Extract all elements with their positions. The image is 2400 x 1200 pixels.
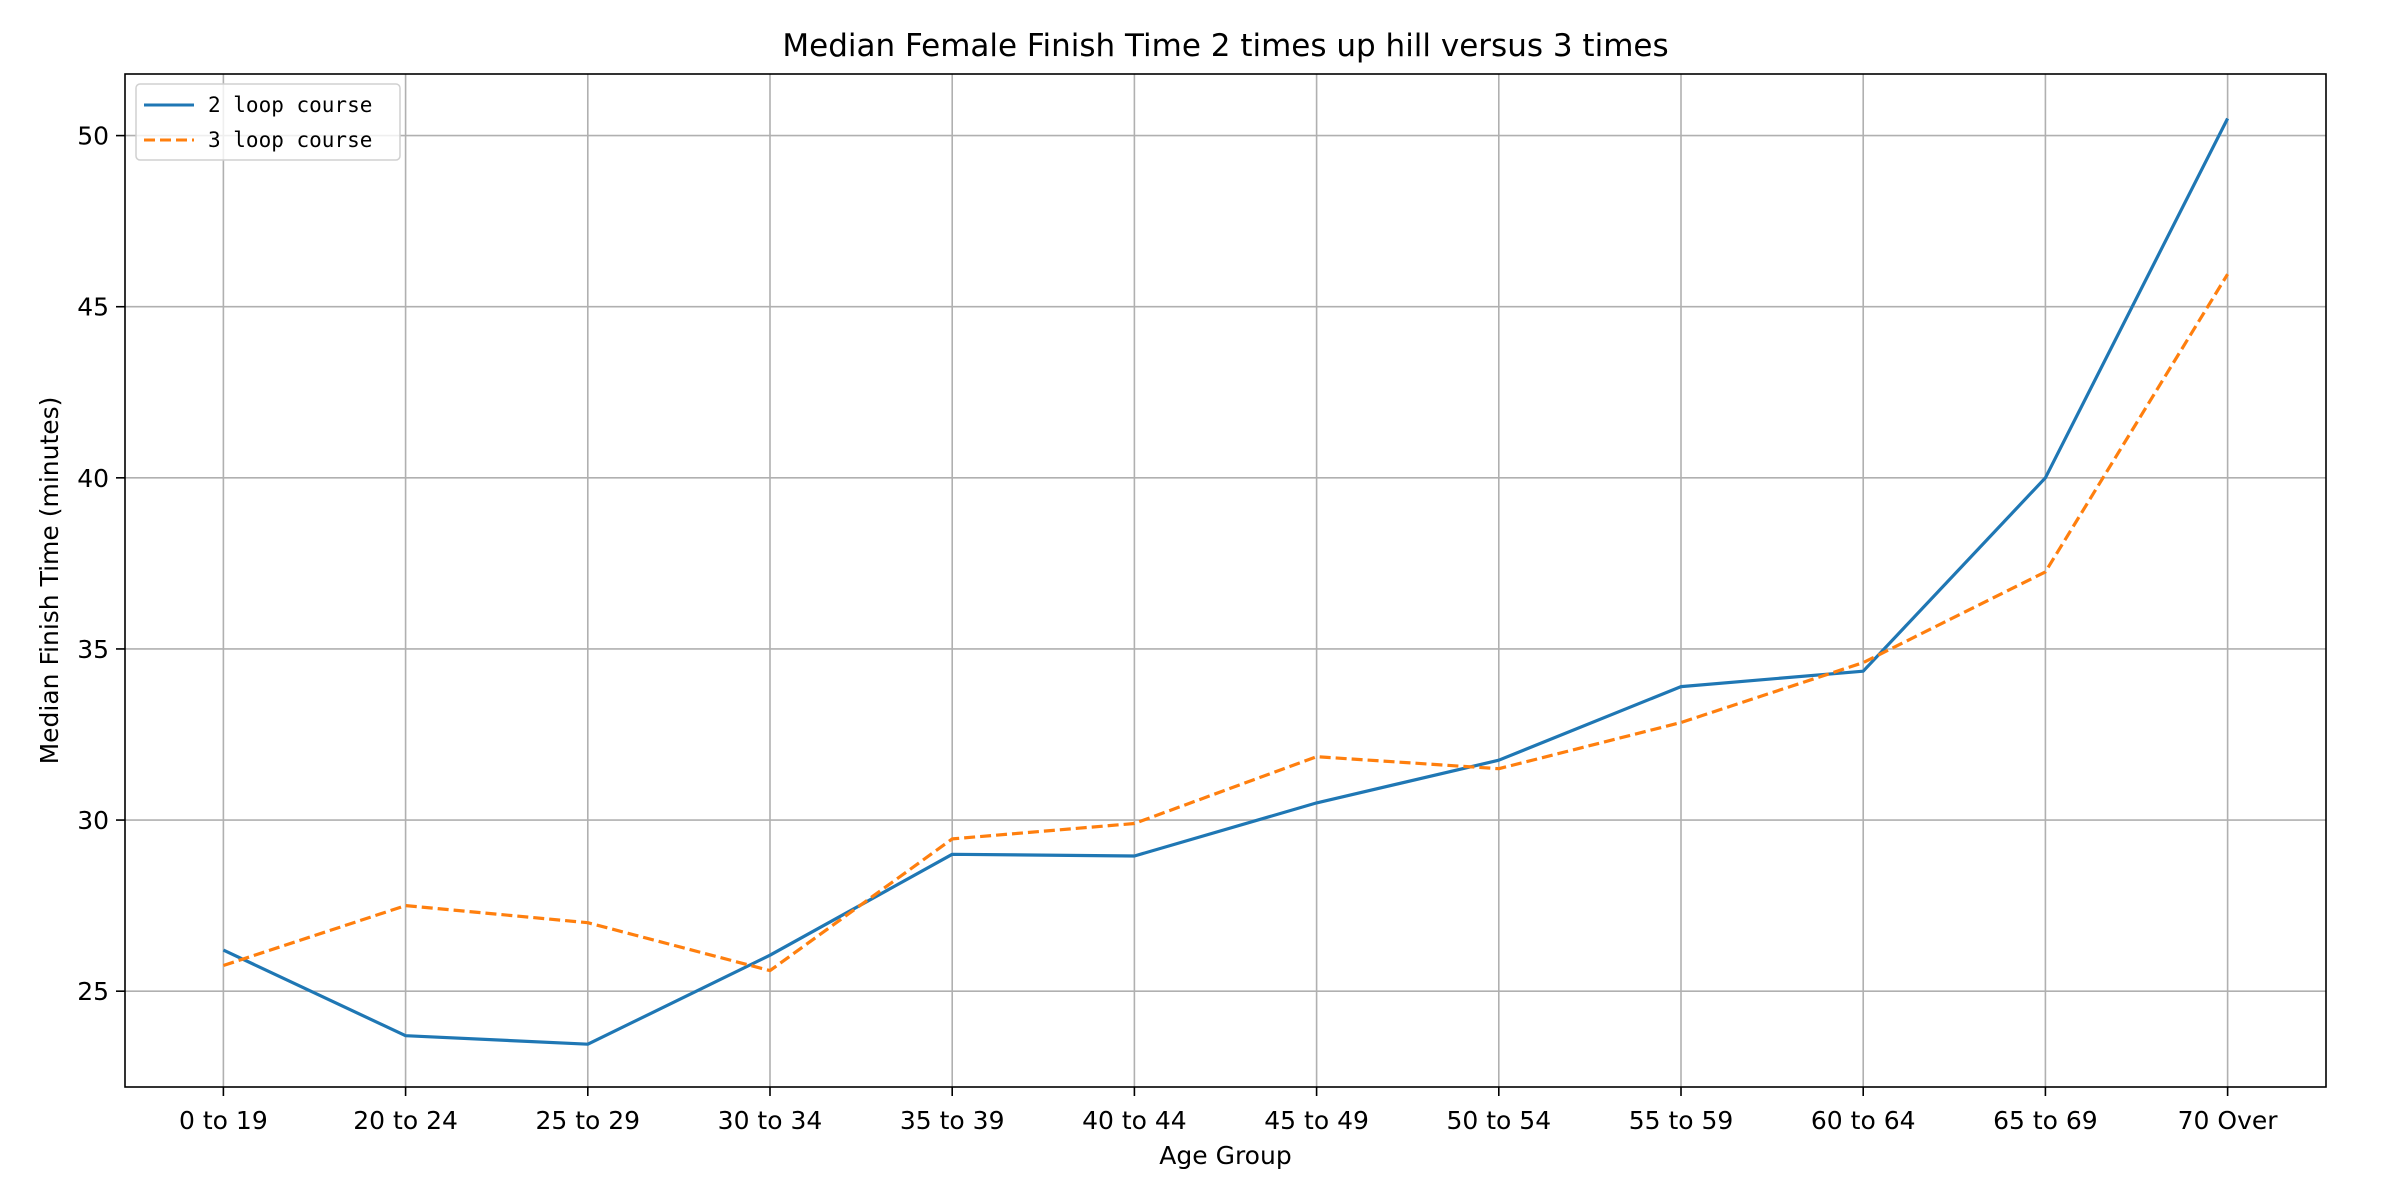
series-line-2-loop (222, 117, 2230, 1046)
x-tick-label: 60 to 64 (1811, 1106, 1916, 1135)
y-tick-label: 30 (77, 806, 109, 835)
legend-label-2-loop: 2 loop course (208, 93, 372, 117)
grid (125, 74, 2326, 1087)
series-line-3-loop (222, 273, 2229, 973)
legend: 2 loop course 3 loop course (135, 83, 401, 161)
x-tick-label: 45 to 49 (1264, 1106, 1369, 1135)
x-tick-label: 30 to 34 (718, 1106, 823, 1135)
y-tick-label: 25 (77, 977, 109, 1006)
plot-frame (124, 73, 2327, 1088)
y-axis-label: Median Finish Time (minutes) (35, 397, 64, 765)
chart-title: Median Female Finish Time 2 times up hil… (782, 28, 1668, 64)
x-tick-label: 55 to 59 (1629, 1106, 1734, 1135)
y-tick-label: 40 (77, 464, 109, 493)
x-tick-label: 65 to 69 (1993, 1106, 2098, 1135)
series-lines (222, 117, 2230, 1046)
y-tick-label: 35 (77, 635, 109, 664)
y-tick-label: 45 (77, 293, 109, 322)
x-tick-label: 50 to 54 (1446, 1106, 1551, 1135)
x-tick-label: 25 to 29 (535, 1106, 640, 1135)
y-tick-label: 50 (77, 122, 109, 151)
x-tick-label: 40 to 44 (1082, 1106, 1187, 1135)
legend-label-3-loop: 3 loop course (208, 128, 372, 152)
x-tick-label: 20 to 24 (353, 1106, 458, 1135)
axis-ticks: 0 to 19 20 to 24 25 to 29 30 to 34 35 to 39 4… (77, 122, 2278, 1135)
x-tick-label: 35 to 39 (900, 1106, 1005, 1135)
x-tick-label: 70 Over (2178, 1106, 2279, 1135)
legend-box (135, 83, 401, 161)
x-tick-label: 0 to 19 (179, 1106, 268, 1135)
x-axis-label: Age Group (1159, 1141, 1291, 1170)
